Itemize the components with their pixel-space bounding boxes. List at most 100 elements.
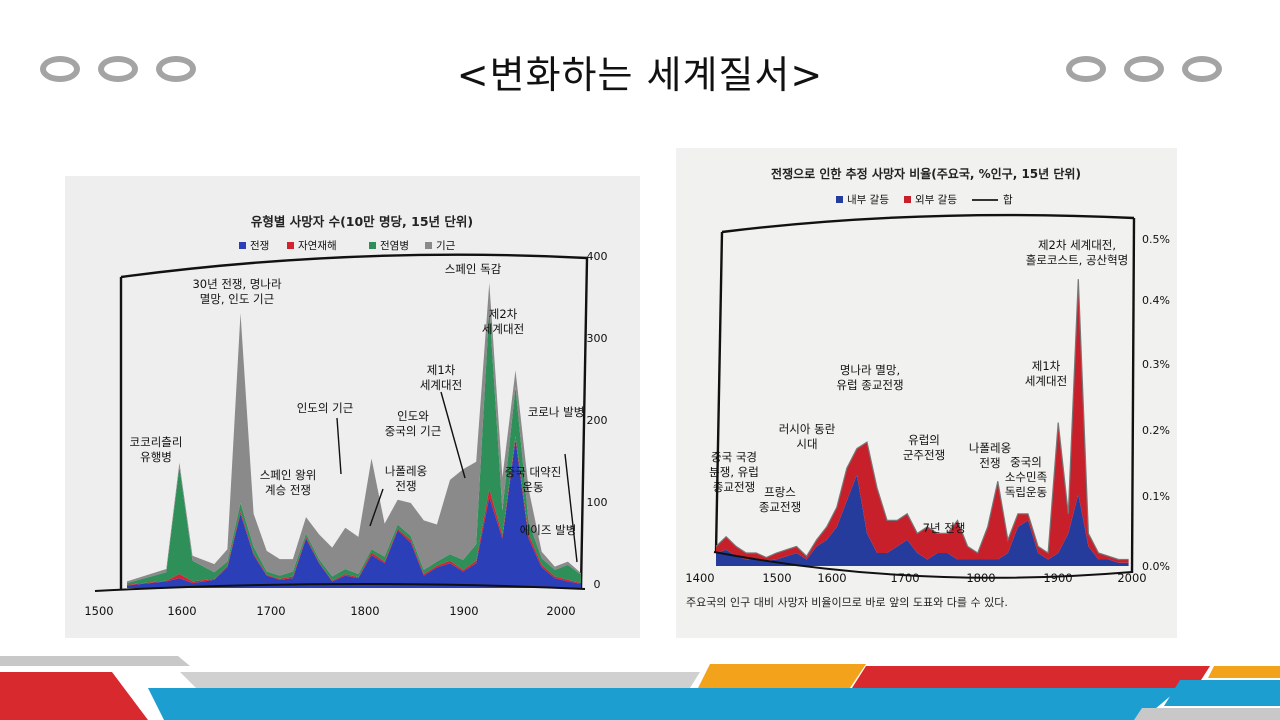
plot-frame-right xyxy=(579,257,589,589)
y-tick-label: 200 xyxy=(587,414,608,427)
slide-title: <변화하는 세계질서> xyxy=(456,53,824,97)
annotation-pointer xyxy=(369,488,384,527)
footer-decoration xyxy=(0,656,1280,720)
area-series-4 xyxy=(127,282,581,584)
line-series-total xyxy=(715,279,1129,561)
x-axis-ticks: 1500 1600 1700 1800 1900 2000 xyxy=(84,604,575,618)
deaths-by-type-chart: 유형별 사망자 수(10만 명당, 15년 단위) 전쟁 자연재해 전염병 기근 15… xyxy=(65,176,640,638)
y-tick-label: 300 xyxy=(587,332,608,345)
x-tick-label: 2000 xyxy=(1117,571,1146,585)
annotation-label: 나폴레옹 전쟁 xyxy=(385,464,427,493)
annotation-pointer xyxy=(440,391,466,479)
x-tick-label: 1700 xyxy=(890,571,919,585)
y-tick-label: 0.0% xyxy=(1142,560,1170,573)
chart-legend: 전쟁 자연재해 전염병 기근 xyxy=(239,239,456,252)
chart-legend: 내부 갈등 외부 갈등 합 xyxy=(836,193,1013,206)
legend-swatch xyxy=(369,242,376,249)
y-axis-ticks: 0 100 200 300 400 xyxy=(587,250,608,591)
annotation-label: 7년 전쟁 xyxy=(923,521,966,535)
annotation-label: 러시아 동란 시대 xyxy=(779,422,836,451)
decorative-circles-right xyxy=(1066,56,1222,82)
circle-icon xyxy=(40,56,80,82)
annotation-label: 인도와 중국의 기근 xyxy=(385,409,442,438)
y-tick-label: 0.5% xyxy=(1142,233,1170,246)
stacked-areas xyxy=(127,282,581,588)
x-tick-label: 1900 xyxy=(1043,571,1072,585)
legend-swatch xyxy=(904,196,911,203)
circle-icon xyxy=(1066,56,1106,82)
circle-icon xyxy=(1182,56,1222,82)
footer-band xyxy=(148,688,1180,720)
x-axis-line xyxy=(713,551,1133,579)
legend-label: 외부 갈등 xyxy=(915,193,957,206)
x-tick-label: 1600 xyxy=(167,604,196,618)
legend-swatch xyxy=(239,242,246,249)
x-tick-label: 1400 xyxy=(685,571,714,585)
annotation-label: 스페인 독감 xyxy=(445,262,502,276)
plot-frame-left xyxy=(714,231,724,553)
area-series-2 xyxy=(716,279,1129,563)
legend-swatch xyxy=(425,242,432,249)
legend-label: 합 xyxy=(1003,194,1013,206)
x-tick-label: 1500 xyxy=(84,604,113,618)
legend-label: 자연재해 xyxy=(298,239,337,252)
legend-swatch xyxy=(287,242,294,249)
x-tick-label: 1800 xyxy=(350,604,379,618)
area-series-3 xyxy=(127,307,581,585)
y-tick-label: 0 xyxy=(594,578,601,591)
y-axis-ticks: 0.0% 0.1% 0.2% 0.3% 0.4% 0.5% xyxy=(1142,233,1170,573)
footer-band xyxy=(1208,666,1280,678)
stacked-areas xyxy=(715,279,1129,566)
annotation-pointer xyxy=(336,417,342,475)
x-tick-label: 1800 xyxy=(966,571,995,585)
annotation-label: 명나라 멸망, 유럽 종교전쟁 xyxy=(836,363,903,392)
annotation-label: 유럽의 군주전쟁 xyxy=(903,433,945,462)
y-tick-label: 400 xyxy=(587,250,608,263)
legend-swatch xyxy=(836,196,843,203)
footer-band xyxy=(0,672,148,720)
footer-band xyxy=(1164,680,1280,706)
y-tick-label: 0.4% xyxy=(1142,294,1170,307)
annotation-label: 제2차 세계대전, 홀로코스트, 공산혁명 xyxy=(1026,238,1129,267)
annotation-label: 나폴레옹 전쟁 xyxy=(969,441,1011,470)
x-tick-label: 2000 xyxy=(546,604,575,618)
annotation-label: 30년 전쟁, 명나라 멸망, 인도 기근 xyxy=(192,277,281,306)
annotation-label: 제1차 세계대전 xyxy=(1025,359,1067,388)
x-tick-label: 1600 xyxy=(817,571,846,585)
x-tick-label: 1500 xyxy=(762,571,791,585)
annotation-label: 코코리츨리 유행병 xyxy=(130,435,183,464)
annotation-label: 중국 대약진 운동 xyxy=(505,465,562,494)
x-tick-label: 1900 xyxy=(449,604,478,618)
annotation-label: 스페인 왕위 계승 전쟁 xyxy=(260,468,317,497)
y-tick-label: 0.3% xyxy=(1142,358,1170,371)
x-tick-label: 1700 xyxy=(256,604,285,618)
decorative-circles-left xyxy=(40,56,196,82)
deaths-by-type-chart-photo: 유형별 사망자 수(10만 명당, 15년 단위) 전쟁 자연재해 전염병 기근 15… xyxy=(65,176,640,638)
circle-icon xyxy=(1124,56,1164,82)
y-tick-label: 0.2% xyxy=(1142,424,1170,437)
footer-band xyxy=(1134,708,1280,720)
y-tick-label: 0.1% xyxy=(1142,490,1170,503)
annotation-label: 인도의 기근 xyxy=(297,401,354,415)
circle-icon xyxy=(98,56,138,82)
legend-label: 전염병 xyxy=(380,240,409,252)
war-death-ratio-chart: 전쟁으로 인한 추정 사망자 비율(주요국, %인구, 15년 단위) 내부 갈… xyxy=(676,148,1177,638)
chart-title: 전쟁으로 인한 추정 사망자 비율(주요국, %인구, 15년 단위) xyxy=(771,166,1081,181)
y-tick-label: 100 xyxy=(587,496,608,509)
war-death-ratio-chart-photo: 전쟁으로 인한 추정 사망자 비율(주요국, %인구, 15년 단위) 내부 갈… xyxy=(676,148,1177,638)
plot-frame-right xyxy=(1130,217,1136,574)
footer-band xyxy=(698,664,866,688)
circle-icon xyxy=(156,56,196,82)
x-axis-ticks: 1400 1500 1600 1700 1800 1900 2000 xyxy=(685,571,1146,585)
annotation-label: 중국의 소수민족 독립운동 xyxy=(1005,455,1047,499)
annotation-label: 에이즈 발병 xyxy=(520,523,577,537)
area-series-1 xyxy=(716,474,1129,566)
annotation-label: 중국 국경 분쟁, 유럽 종교전쟁 xyxy=(709,450,759,494)
annotation-label: 제2차 세계대전 xyxy=(482,307,524,336)
footer-band xyxy=(180,672,700,688)
footnote: 주요국의 인구 대비 사망자 비율이므로 바로 앞의 도표와 다를 수 있다. xyxy=(686,596,1008,609)
annotation-pointer xyxy=(564,453,578,563)
footer-band xyxy=(852,666,1210,688)
annotations: 중국 국경 분쟁, 유럽 종교전쟁 프랑스 종교전쟁 러시아 동란 시대 명나라 멸망, 유럽 … xyxy=(709,238,1128,535)
